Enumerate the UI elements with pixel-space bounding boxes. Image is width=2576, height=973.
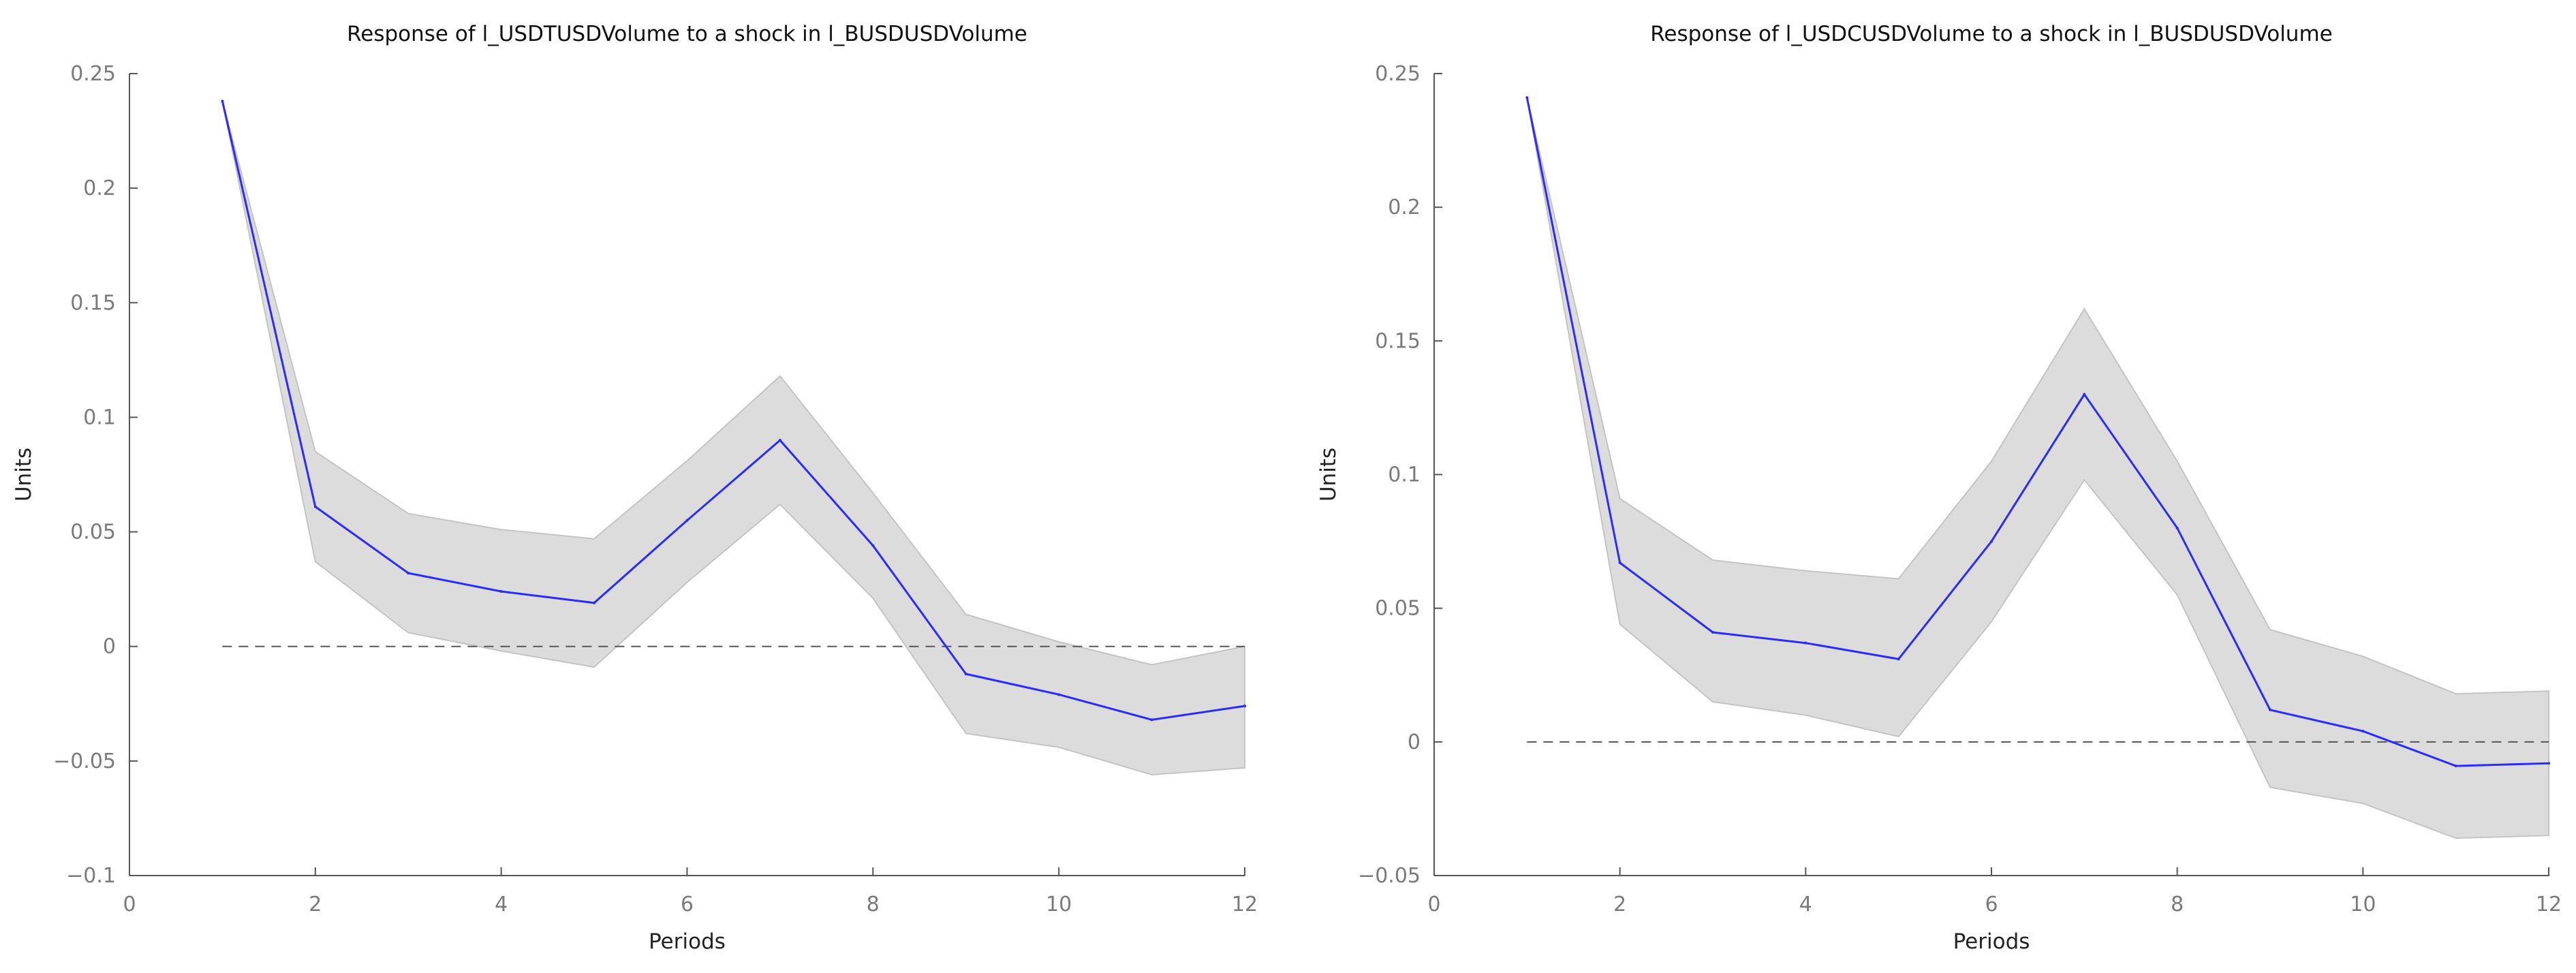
data-point	[2269, 708, 2271, 711]
y-tick-label: 0.25	[1375, 62, 1421, 86]
x-tick-label: 2	[309, 893, 322, 916]
x-axis-label: Periods	[1953, 929, 2030, 954]
x-tick-label: 0	[123, 893, 136, 916]
y-tick-label: 0.1	[83, 405, 116, 429]
data-point	[1990, 540, 1993, 543]
x-tick-label: 12	[2536, 893, 2562, 916]
data-point	[1618, 561, 1621, 564]
x-tick-label: 12	[1232, 893, 1258, 916]
y-tick-label: −0.05	[53, 750, 116, 773]
y-tick-label: 0.1	[1388, 463, 1421, 487]
data-point	[778, 439, 781, 442]
y-tick-label: 0.05	[1375, 597, 1421, 621]
data-point	[685, 519, 689, 522]
x-tick-label: 4	[495, 893, 508, 916]
y-tick-label: 0	[103, 635, 116, 659]
response-line	[1525, 97, 2549, 767]
chart-title: Response of l_USDCUSDVolume to a shock i…	[1650, 22, 2332, 46]
y-axis-label: Units	[1316, 448, 1341, 501]
data-point	[964, 673, 967, 676]
x-axis-label: Periods	[649, 929, 726, 954]
x-tick-label: 2	[1613, 893, 1626, 916]
x-tick-label: 0	[1427, 893, 1440, 916]
data-point	[2175, 526, 2179, 529]
x-tick-label: 10	[2350, 893, 2376, 916]
data-point	[1897, 658, 1900, 661]
x-tick-label: 8	[2171, 893, 2184, 916]
data-point	[871, 544, 875, 547]
chart-title: Response of l_USDTUSDVolume to a shock i…	[347, 22, 1027, 46]
response-line	[221, 101, 1245, 721]
x-tick-label: 10	[1046, 893, 1072, 916]
data-point	[499, 590, 503, 593]
y-tick-label: 0.15	[1375, 329, 1421, 353]
y-tick-label: 0.2	[1388, 196, 1421, 219]
y-tick-label: 0.15	[70, 291, 116, 315]
data-point	[1243, 705, 1246, 708]
data-point	[2083, 392, 2086, 396]
x-tick-label: 6	[681, 893, 694, 916]
y-tick-label: 0.05	[70, 521, 116, 544]
x-tick-label: 8	[867, 893, 880, 916]
data-point	[593, 601, 596, 604]
data-point	[2547, 762, 2550, 765]
confidence-band	[221, 101, 1245, 776]
data-point	[407, 572, 410, 575]
data-point	[313, 505, 317, 508]
data-point	[1525, 96, 1529, 99]
x-tick-label: 4	[1799, 893, 1812, 916]
data-point	[1057, 693, 1061, 696]
data-point	[2361, 730, 2365, 733]
data-point	[1150, 718, 1153, 722]
y-tick-label: 0	[1408, 730, 1421, 754]
data-point	[2454, 764, 2457, 768]
x-tick-label: 6	[1985, 893, 1998, 916]
data-point	[1804, 641, 1807, 645]
y-tick-label: −0.05	[1358, 864, 1421, 888]
chart-panel-usdt: Response of l_USDTUSDVolume to a shock i…	[12, 22, 1258, 954]
y-tick-label: 0.25	[70, 62, 116, 86]
data-point	[1711, 630, 1714, 634]
chart-panel-usdc: Response of l_USDCUSDVolume to a shock i…	[1316, 22, 2562, 954]
y-tick-label: 0.2	[83, 176, 116, 200]
y-tick-label: −0.1	[66, 864, 116, 888]
y-axis-label: Units	[12, 448, 36, 501]
data-point	[221, 99, 224, 103]
